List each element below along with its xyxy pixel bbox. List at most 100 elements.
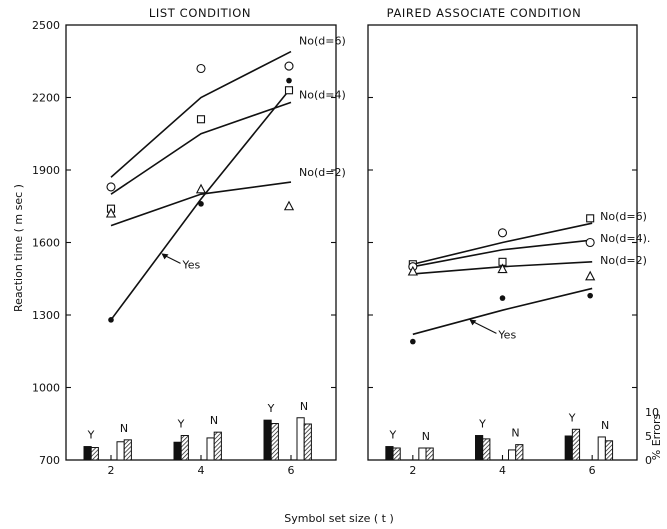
panel-title: PAIRED ASSOCIATE CONDITION (387, 6, 582, 20)
point-no-d-2 (195, 183, 207, 194)
bar-label-yes: Y (267, 402, 275, 415)
x-tick-label: 2 (409, 464, 416, 477)
x-tick-label: 2 (108, 464, 115, 477)
fit-line-no-d-4 (110, 101, 292, 195)
error-bar (564, 435, 573, 461)
bar-label-no: N (422, 430, 430, 443)
bar-label-yes: Y (568, 411, 576, 424)
error-bar (385, 446, 394, 461)
bar-label-yes: Y (87, 429, 95, 442)
series-label: No(d=4) (299, 88, 346, 101)
point-yes (286, 77, 292, 84)
bar-label-yes: Y (388, 429, 396, 442)
error-bar (303, 423, 312, 461)
series-label: Yes (182, 258, 201, 271)
fit-line-no-d-4 (412, 239, 593, 268)
point-yes (410, 338, 416, 345)
panel-title: LIST CONDITION (149, 6, 251, 20)
point-no-d-2 (283, 200, 295, 211)
fit-line-yes (412, 287, 593, 336)
error-bar (83, 446, 92, 461)
fit-line-yes (110, 87, 292, 321)
error-bars: Y N Y N Y N (385, 411, 614, 461)
series-label: No(d=6) (600, 210, 647, 223)
point-no-d-2 (407, 265, 418, 276)
series-label: No(d=6) (299, 35, 346, 48)
y-tick-label: 1900 (32, 164, 60, 177)
y-axis-label: Reaction time ( m sec ) (12, 184, 25, 312)
point-yes (198, 201, 204, 207)
fit-lines (110, 50, 292, 321)
point-yes (587, 292, 593, 299)
error-bar (116, 441, 125, 461)
bar-label-no: N (511, 427, 519, 440)
point-no-d-4 (585, 237, 595, 248)
error-bar (90, 447, 99, 461)
x-tick-label: 6 (589, 464, 596, 477)
error-bar (571, 428, 581, 461)
error-bar (597, 436, 606, 461)
point-no-d-2 (585, 270, 596, 281)
y-tick-label: 1300 (32, 309, 60, 322)
bar-label-no: N (210, 414, 218, 427)
y2-tick-label: 5 (645, 430, 652, 443)
point-yes (499, 295, 506, 301)
error-bar (263, 419, 272, 461)
error-bar (206, 437, 215, 461)
error-bar (180, 435, 189, 461)
y-tick-label: 700 (39, 454, 60, 467)
fit-lines (412, 222, 593, 336)
data-points (407, 214, 596, 345)
x-tick-label: 4 (198, 464, 205, 477)
bar-label-yes: Y (478, 418, 486, 431)
point-no-d-6 (586, 214, 595, 223)
error-bar (604, 440, 614, 461)
bar-label-no: N (601, 419, 609, 432)
y-tick-label: 1000 (32, 382, 60, 395)
error-bar (508, 449, 517, 461)
point-no-d-2 (497, 263, 508, 274)
error-bar (482, 438, 491, 461)
panel-list-condition: LIST CONDITION 2 4 6 700 1000 1300 1600 1900 220… (32, 6, 346, 477)
series-label: Yes (497, 328, 516, 341)
error-bar (173, 441, 182, 461)
series-labels: No(d=6) No(d=4) No(d=2) Yes (161, 35, 346, 271)
error-bar (296, 417, 305, 461)
data-points (105, 61, 295, 323)
y2-axis-label: % Errors (650, 413, 663, 460)
error-bar (213, 431, 222, 461)
bar-label-no: N (120, 422, 128, 435)
error-bar (425, 447, 434, 461)
point-no-d-6 (284, 61, 294, 71)
x-tick-label: 4 (499, 464, 506, 477)
yes-arrowhead (161, 253, 169, 260)
error-bars: Y N Y N Y N (83, 400, 312, 461)
error-bar (270, 423, 279, 461)
bar-label-no: N (300, 400, 308, 413)
point-no-d-6 (196, 63, 206, 74)
error-bar (475, 435, 484, 461)
point-yes (108, 317, 114, 323)
error-bar (123, 439, 132, 461)
plot-frame (65, 24, 337, 461)
fit-line-no-d-6 (110, 50, 292, 178)
fit-line-no-d-6 (412, 222, 593, 266)
series-label: No(d=2) (600, 254, 647, 267)
series-label: No(d=4). (600, 232, 650, 245)
point-no-d-2 (105, 207, 117, 218)
series-labels: No(d=6) No(d=4). No(d=2) Yes (469, 210, 650, 341)
y-tick-label: 2200 (32, 92, 60, 105)
x-tick-label: 6 (288, 464, 295, 477)
fit-line-no-d-2 (110, 181, 292, 227)
y-tick-label: 1600 (32, 237, 60, 250)
x-axis-label: Symbol set size ( t ) (284, 512, 394, 525)
point-no-d-4 (497, 228, 508, 238)
y2-tick-label: 0 (645, 454, 652, 467)
error-bar (418, 447, 427, 461)
yes-arrowhead (469, 319, 477, 326)
yes-arrow (470, 319, 497, 334)
series-label: No(d=2) (299, 166, 346, 179)
bar-label-yes: Y (177, 418, 185, 431)
